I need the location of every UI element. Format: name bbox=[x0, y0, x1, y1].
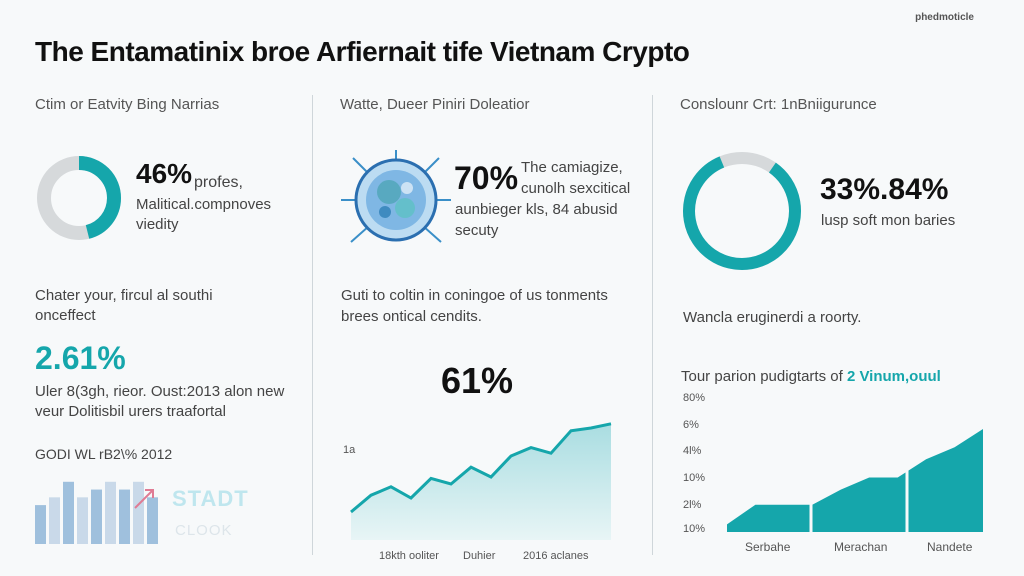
area-chart-1-x-tick-2: Duhier bbox=[463, 550, 496, 562]
area-chart-1-x-tick-1: 18kth ooliter bbox=[379, 550, 439, 562]
col2-text-1: The camiagize, bbox=[521, 159, 623, 176]
mini-bar bbox=[77, 497, 88, 544]
donut-2-caption: lusp soft mon baries bbox=[821, 212, 956, 229]
donut-chart-2 bbox=[683, 152, 801, 270]
ghost-clock-label: CLOOK bbox=[175, 522, 233, 539]
col3-chart-heading: Tour parion pudigtarts of 2 Vinum,ouul bbox=[681, 367, 941, 387]
col2-text-3: aunbieger kls, 84 abusid bbox=[455, 201, 618, 218]
col3-line: Wancla eruginerdi a roorty. bbox=[683, 309, 862, 326]
donut-1-value bbox=[37, 156, 121, 240]
col2-text-2: cunolh sexcitical bbox=[521, 180, 631, 197]
column-2-heading: Watte, Dueer Piniri Doleatior bbox=[340, 96, 530, 113]
mini-bar bbox=[63, 481, 74, 544]
area-1-fill bbox=[351, 423, 611, 540]
column-divider-2 bbox=[652, 95, 653, 555]
col3-chart-heading-a: Tour parion pudigtarts of bbox=[681, 368, 847, 385]
area-chart-2-y-tick-6: 10% bbox=[683, 523, 706, 535]
area-chart-2-y-tick-3: 4l% bbox=[683, 445, 702, 457]
area-chart-2-y-tick-2: 6% bbox=[683, 419, 699, 431]
col2-percent: 70% bbox=[454, 160, 519, 196]
donut-2-percent: 33%.84% bbox=[820, 173, 949, 206]
donut-1-percent: 46% bbox=[136, 158, 193, 189]
ghost-start-label: STADT bbox=[172, 486, 249, 511]
column-1-heading: Ctim or Eatvity Bing Narrias bbox=[35, 96, 220, 113]
column-3-heading: Conslounr Crt: 1nBniigurunce bbox=[680, 96, 877, 113]
col2-text-4: secuty bbox=[455, 222, 499, 239]
column-3: Conslounr Crt: 1nBniigurunce 33%.84% lus… bbox=[653, 0, 1024, 576]
donut-1-text-3: viedity bbox=[136, 216, 179, 233]
col1-sub-1: Chater your, fircul al southi bbox=[35, 287, 213, 304]
col1-sub-2: onceffect bbox=[35, 307, 96, 324]
area-chart-2-y-tick-1: 80% bbox=[683, 392, 706, 404]
col1-stat-text-2: veur Dolitisbil urers traafortal bbox=[35, 403, 226, 420]
mini-bar bbox=[133, 481, 144, 544]
column-2: Watte, Dueer Piniri Doleatior 70% The ca… bbox=[313, 0, 652, 576]
mini-bar bbox=[91, 489, 102, 544]
area-chart-2 bbox=[727, 426, 983, 532]
mini-bar bbox=[35, 505, 46, 544]
donut-chart-1 bbox=[37, 156, 121, 240]
area-chart-2-y-tick-4: 10% bbox=[683, 472, 706, 484]
col1-stat-text-1: Uler 8(3gh, rieor. Oust:2013 alon new bbox=[35, 383, 285, 400]
area-chart-1-x-tick-3: 2016 aclanes bbox=[523, 550, 589, 562]
area-2-fill bbox=[727, 429, 983, 532]
col1-footer: GODI WL rB2\% 2012 bbox=[35, 446, 173, 462]
page-title: The Entamatinix broe Arfiernait tife Vie… bbox=[35, 36, 690, 67]
area-chart-2-y-tick-5: 2l% bbox=[683, 499, 702, 511]
mini-bar bbox=[147, 497, 158, 544]
area-chart-2-x-tick-1: Serbahe bbox=[745, 540, 791, 554]
col1-stat: 2.61% bbox=[35, 340, 126, 376]
area-chart-1 bbox=[350, 422, 612, 540]
crypto-network-icon bbox=[341, 150, 451, 243]
column-divider-1 bbox=[312, 95, 313, 555]
area-chart-1-y-tick: 1a bbox=[343, 444, 356, 456]
donut-1-text-2: Malitical.compnoves bbox=[136, 196, 272, 213]
col2-sub-1: Guti to coltin in coningoe of us tonment… bbox=[341, 287, 608, 304]
mini-bar bbox=[49, 497, 60, 544]
mini-bar-chart bbox=[35, 481, 158, 544]
column-1: Ctim or Eatvity Bing Narrias 46% profes,… bbox=[0, 0, 312, 576]
mini-bar bbox=[105, 481, 116, 544]
donut-2-value bbox=[683, 152, 801, 270]
area-chart-2-x-tick-2: Merachan bbox=[834, 540, 888, 554]
area-1-line bbox=[350, 422, 612, 514]
col2-stat: 61% bbox=[441, 360, 514, 401]
mini-bar bbox=[119, 489, 130, 544]
col2-sub-2: brees ontical cendits. bbox=[341, 308, 482, 325]
area-chart-2-x-tick-3: Nandete bbox=[927, 540, 973, 554]
col3-chart-heading-b: 2 Vinum,ouul bbox=[846, 368, 941, 385]
donut-1-text-1: profes, bbox=[194, 174, 243, 191]
brand-logo: phedmoticle bbox=[915, 12, 974, 23]
trend-arrow-icon bbox=[134, 489, 154, 509]
